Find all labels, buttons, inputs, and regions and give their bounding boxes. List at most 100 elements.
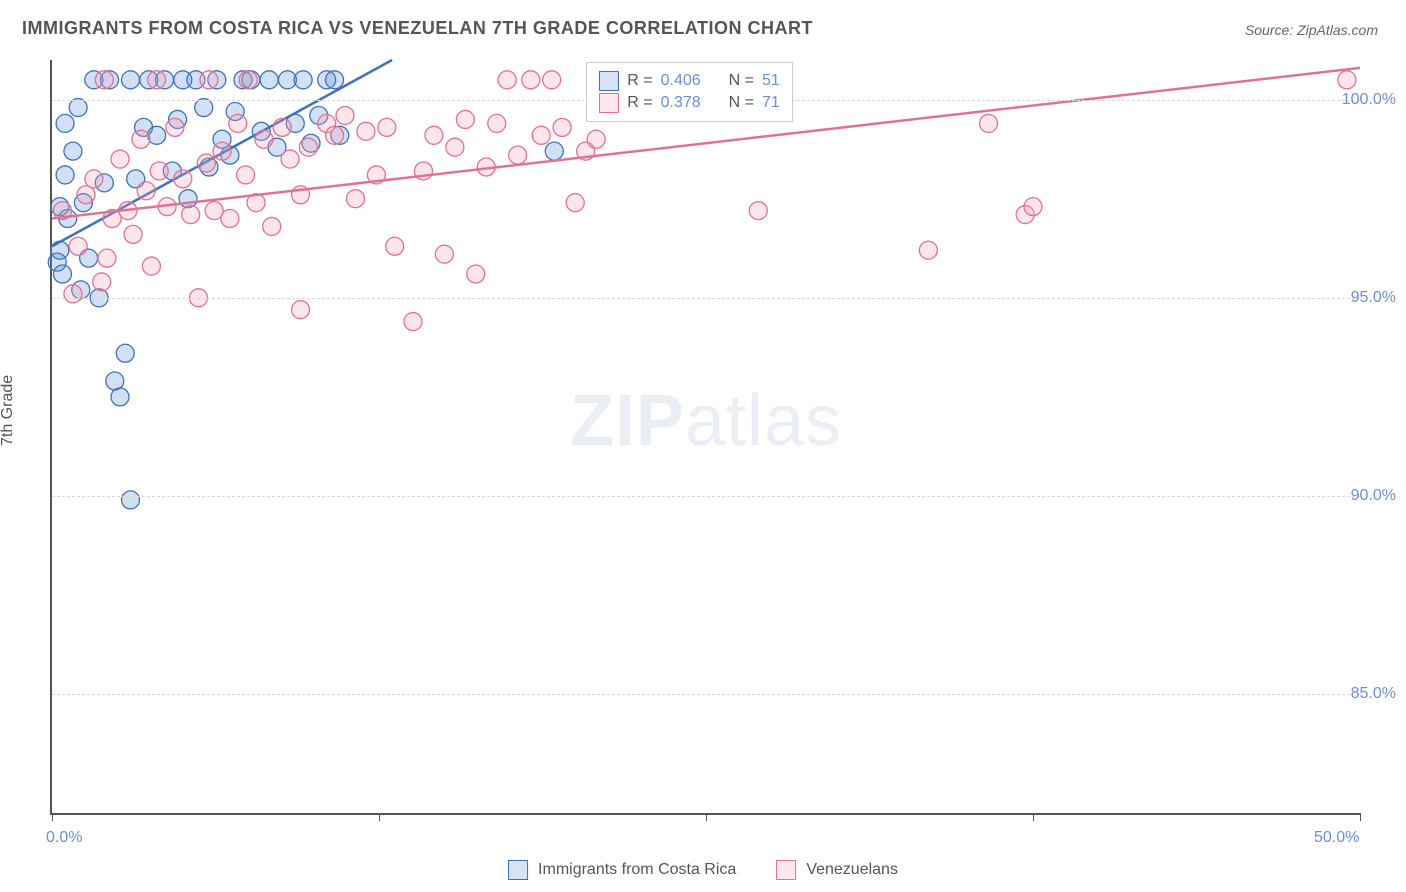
data-point (197, 154, 215, 172)
legend-n-value: 51 (762, 72, 780, 90)
x-tick-mark (52, 813, 53, 821)
gridline (52, 496, 1360, 497)
x-tick-mark (379, 813, 380, 821)
data-point (919, 241, 937, 259)
data-point (326, 126, 344, 144)
data-point (221, 210, 239, 228)
data-point (260, 71, 278, 89)
data-point (255, 130, 273, 148)
data-point (56, 114, 74, 132)
y-tick-label: 95.0% (1351, 289, 1396, 307)
data-point (137, 182, 155, 200)
data-point (1338, 71, 1356, 89)
data-point (121, 71, 139, 89)
data-point (509, 146, 527, 164)
data-point (404, 313, 422, 331)
data-point (77, 186, 95, 204)
data-point (425, 126, 443, 144)
legend-n-value: 71 (762, 94, 780, 112)
legend-swatch (776, 860, 796, 880)
data-point (488, 114, 506, 132)
data-point (378, 118, 396, 136)
data-point (182, 206, 200, 224)
x-tick-mark (706, 813, 707, 821)
data-point (116, 344, 134, 362)
series-legend-item: Immigrants from Costa Rica (508, 860, 736, 880)
legend-n-label: N = (729, 72, 754, 90)
data-point (239, 71, 257, 89)
data-point (174, 170, 192, 188)
data-point (263, 217, 281, 235)
data-point (273, 118, 291, 136)
data-point (498, 71, 516, 89)
data-point (587, 130, 605, 148)
data-point (553, 118, 571, 136)
x-tick-mark (1033, 813, 1034, 821)
gridline (52, 298, 1360, 299)
data-point (132, 130, 150, 148)
data-point (357, 122, 375, 140)
y-tick-label: 90.0% (1351, 487, 1396, 505)
data-point (299, 138, 317, 156)
data-point (148, 71, 166, 89)
data-point (95, 71, 113, 89)
data-point (121, 491, 139, 509)
data-point (85, 170, 103, 188)
x-axis-label-min: 0.0% (46, 829, 82, 847)
data-point (111, 388, 129, 406)
data-point (446, 138, 464, 156)
series-legend-label: Venezuelans (806, 861, 898, 879)
data-point (124, 225, 142, 243)
chart-title: IMMIGRANTS FROM COSTA RICA VS VENEZUELAN… (22, 18, 813, 39)
data-point (56, 166, 74, 184)
legend-r-value: 0.378 (661, 94, 701, 112)
data-point (148, 126, 166, 144)
data-point (200, 71, 218, 89)
x-axis-label-max: 50.0% (1314, 829, 1359, 847)
data-point (53, 265, 71, 283)
data-point (229, 114, 247, 132)
data-point (1024, 198, 1042, 216)
data-point (749, 202, 767, 220)
data-point (336, 106, 354, 124)
data-point (166, 118, 184, 136)
data-point (179, 190, 197, 208)
legend-swatch (599, 71, 619, 91)
legend-swatch (508, 860, 528, 880)
data-point (522, 71, 540, 89)
series-legend-item: Venezuelans (776, 860, 898, 880)
data-point (142, 257, 160, 275)
data-point (237, 166, 255, 184)
legend-row: R =0.406N =51 (599, 71, 780, 91)
data-point (195, 99, 213, 117)
legend-swatch (599, 93, 619, 113)
data-point (98, 249, 116, 267)
x-tick-mark (1360, 813, 1361, 821)
data-point (150, 162, 168, 180)
legend-r-label: R = (627, 94, 652, 112)
data-point (435, 245, 453, 263)
chart-svg (52, 60, 1360, 813)
data-point (980, 114, 998, 132)
plot-area: ZIPatlas (50, 60, 1360, 815)
data-point (467, 265, 485, 283)
y-tick-label: 85.0% (1351, 685, 1396, 703)
data-point (294, 71, 312, 89)
legend-r-value: 0.406 (661, 72, 701, 90)
data-point (51, 241, 69, 259)
data-point (456, 110, 474, 128)
source-credit: Source: ZipAtlas.com (1245, 22, 1378, 38)
data-point (64, 285, 82, 303)
data-point (326, 71, 344, 89)
data-point (93, 273, 111, 291)
data-point (69, 237, 87, 255)
series-legend-label: Immigrants from Costa Rica (538, 861, 736, 879)
correlation-legend: R =0.406N =51R =0.378N =71 (586, 62, 793, 122)
data-point (69, 99, 87, 117)
data-point (111, 150, 129, 168)
data-point (213, 142, 231, 160)
data-point (566, 194, 584, 212)
data-point (292, 301, 310, 319)
y-axis-title: 7th Grade (0, 375, 17, 446)
data-point (386, 237, 404, 255)
